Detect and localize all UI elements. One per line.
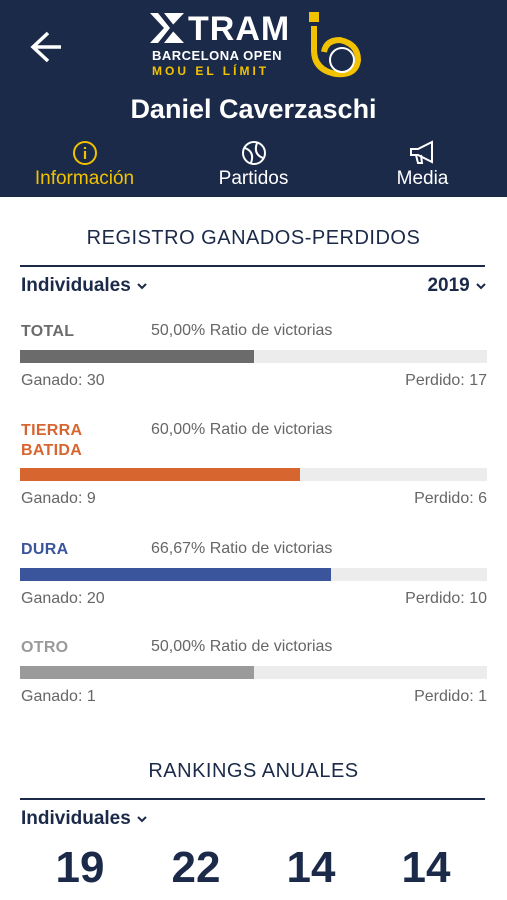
divider	[20, 265, 485, 267]
bar-track	[20, 666, 487, 679]
logo-tagline: MOU EL LÍMIT	[152, 64, 270, 78]
filter-dropdown[interactable]: Individuales	[21, 275, 148, 297]
won-text: Ganado: 1	[21, 688, 96, 705]
section-title: RANKINGS ANUALES	[148, 760, 359, 782]
ranking-value: 14	[286, 843, 336, 892]
won-text: Ganado: 9	[21, 490, 96, 507]
chevron	[137, 283, 147, 290]
bar-track	[20, 350, 487, 363]
bar-track	[20, 468, 487, 481]
lost-text: Perdido: 1	[414, 688, 487, 705]
info-icon	[73, 141, 97, 165]
ranking-value: 14	[401, 843, 451, 892]
chevron	[137, 816, 147, 823]
logo-event: BARCELONA OPEN	[152, 48, 283, 63]
tab[interactable]: Media	[396, 168, 449, 189]
ratio-text: 66,67% Ratio de victorias	[151, 540, 333, 557]
filter-label: Individuales	[21, 808, 131, 829]
won-text: Ganado: 20	[21, 590, 105, 607]
ratio-text: 50,00% Ratio de victorias	[151, 638, 333, 655]
bar-track	[20, 568, 487, 581]
lost-text: Perdido: 17	[405, 372, 487, 389]
ranking-value: 19	[55, 843, 105, 892]
year-label: 2019	[427, 275, 470, 296]
media-icon	[410, 140, 433, 164]
lost-text: Perdido: 6	[414, 490, 487, 507]
ratio-bar	[20, 568, 332, 581]
filter-label: Individuales	[21, 275, 131, 296]
ratio-text: 50,00% Ratio de victorias	[151, 322, 333, 339]
ratio-bar	[20, 666, 254, 679]
logo-icon	[150, 13, 184, 43]
chevron	[476, 283, 486, 290]
logo-racket	[309, 12, 362, 78]
ranking-value: 22	[171, 843, 221, 892]
ratio-text: 60,00% Ratio de victorias	[151, 421, 333, 438]
divider	[20, 798, 485, 800]
header: TRAM BARCELONA OPEN MOU EL LÍMIT Daniel …	[0, 0, 507, 197]
ratio-bar	[20, 350, 254, 363]
player-name: Daniel Caverzaschi	[130, 94, 377, 124]
lost-text: Perdido: 10	[405, 590, 487, 607]
surface-name: DURA	[21, 541, 69, 558]
tab[interactable]: Partidos	[218, 168, 289, 189]
back-button[interactable]	[28, 30, 64, 64]
year-dropdown[interactable]: 2019	[427, 275, 487, 297]
surface-name: OTRO	[21, 639, 69, 656]
tab[interactable]: Información	[34, 168, 135, 189]
filter-dropdown[interactable]: Individuales	[21, 808, 148, 830]
surface-name: TOTAL	[21, 323, 75, 340]
ball-icon	[242, 141, 266, 165]
ratio-bar	[20, 468, 301, 481]
section-title: REGISTRO GANADOS-PERDIDOS	[86, 227, 421, 249]
won-text: Ganado: 30	[21, 372, 105, 389]
surface-name: TIERRA BATIDA	[21, 422, 83, 459]
logo-brand: TRAM	[188, 10, 291, 48]
